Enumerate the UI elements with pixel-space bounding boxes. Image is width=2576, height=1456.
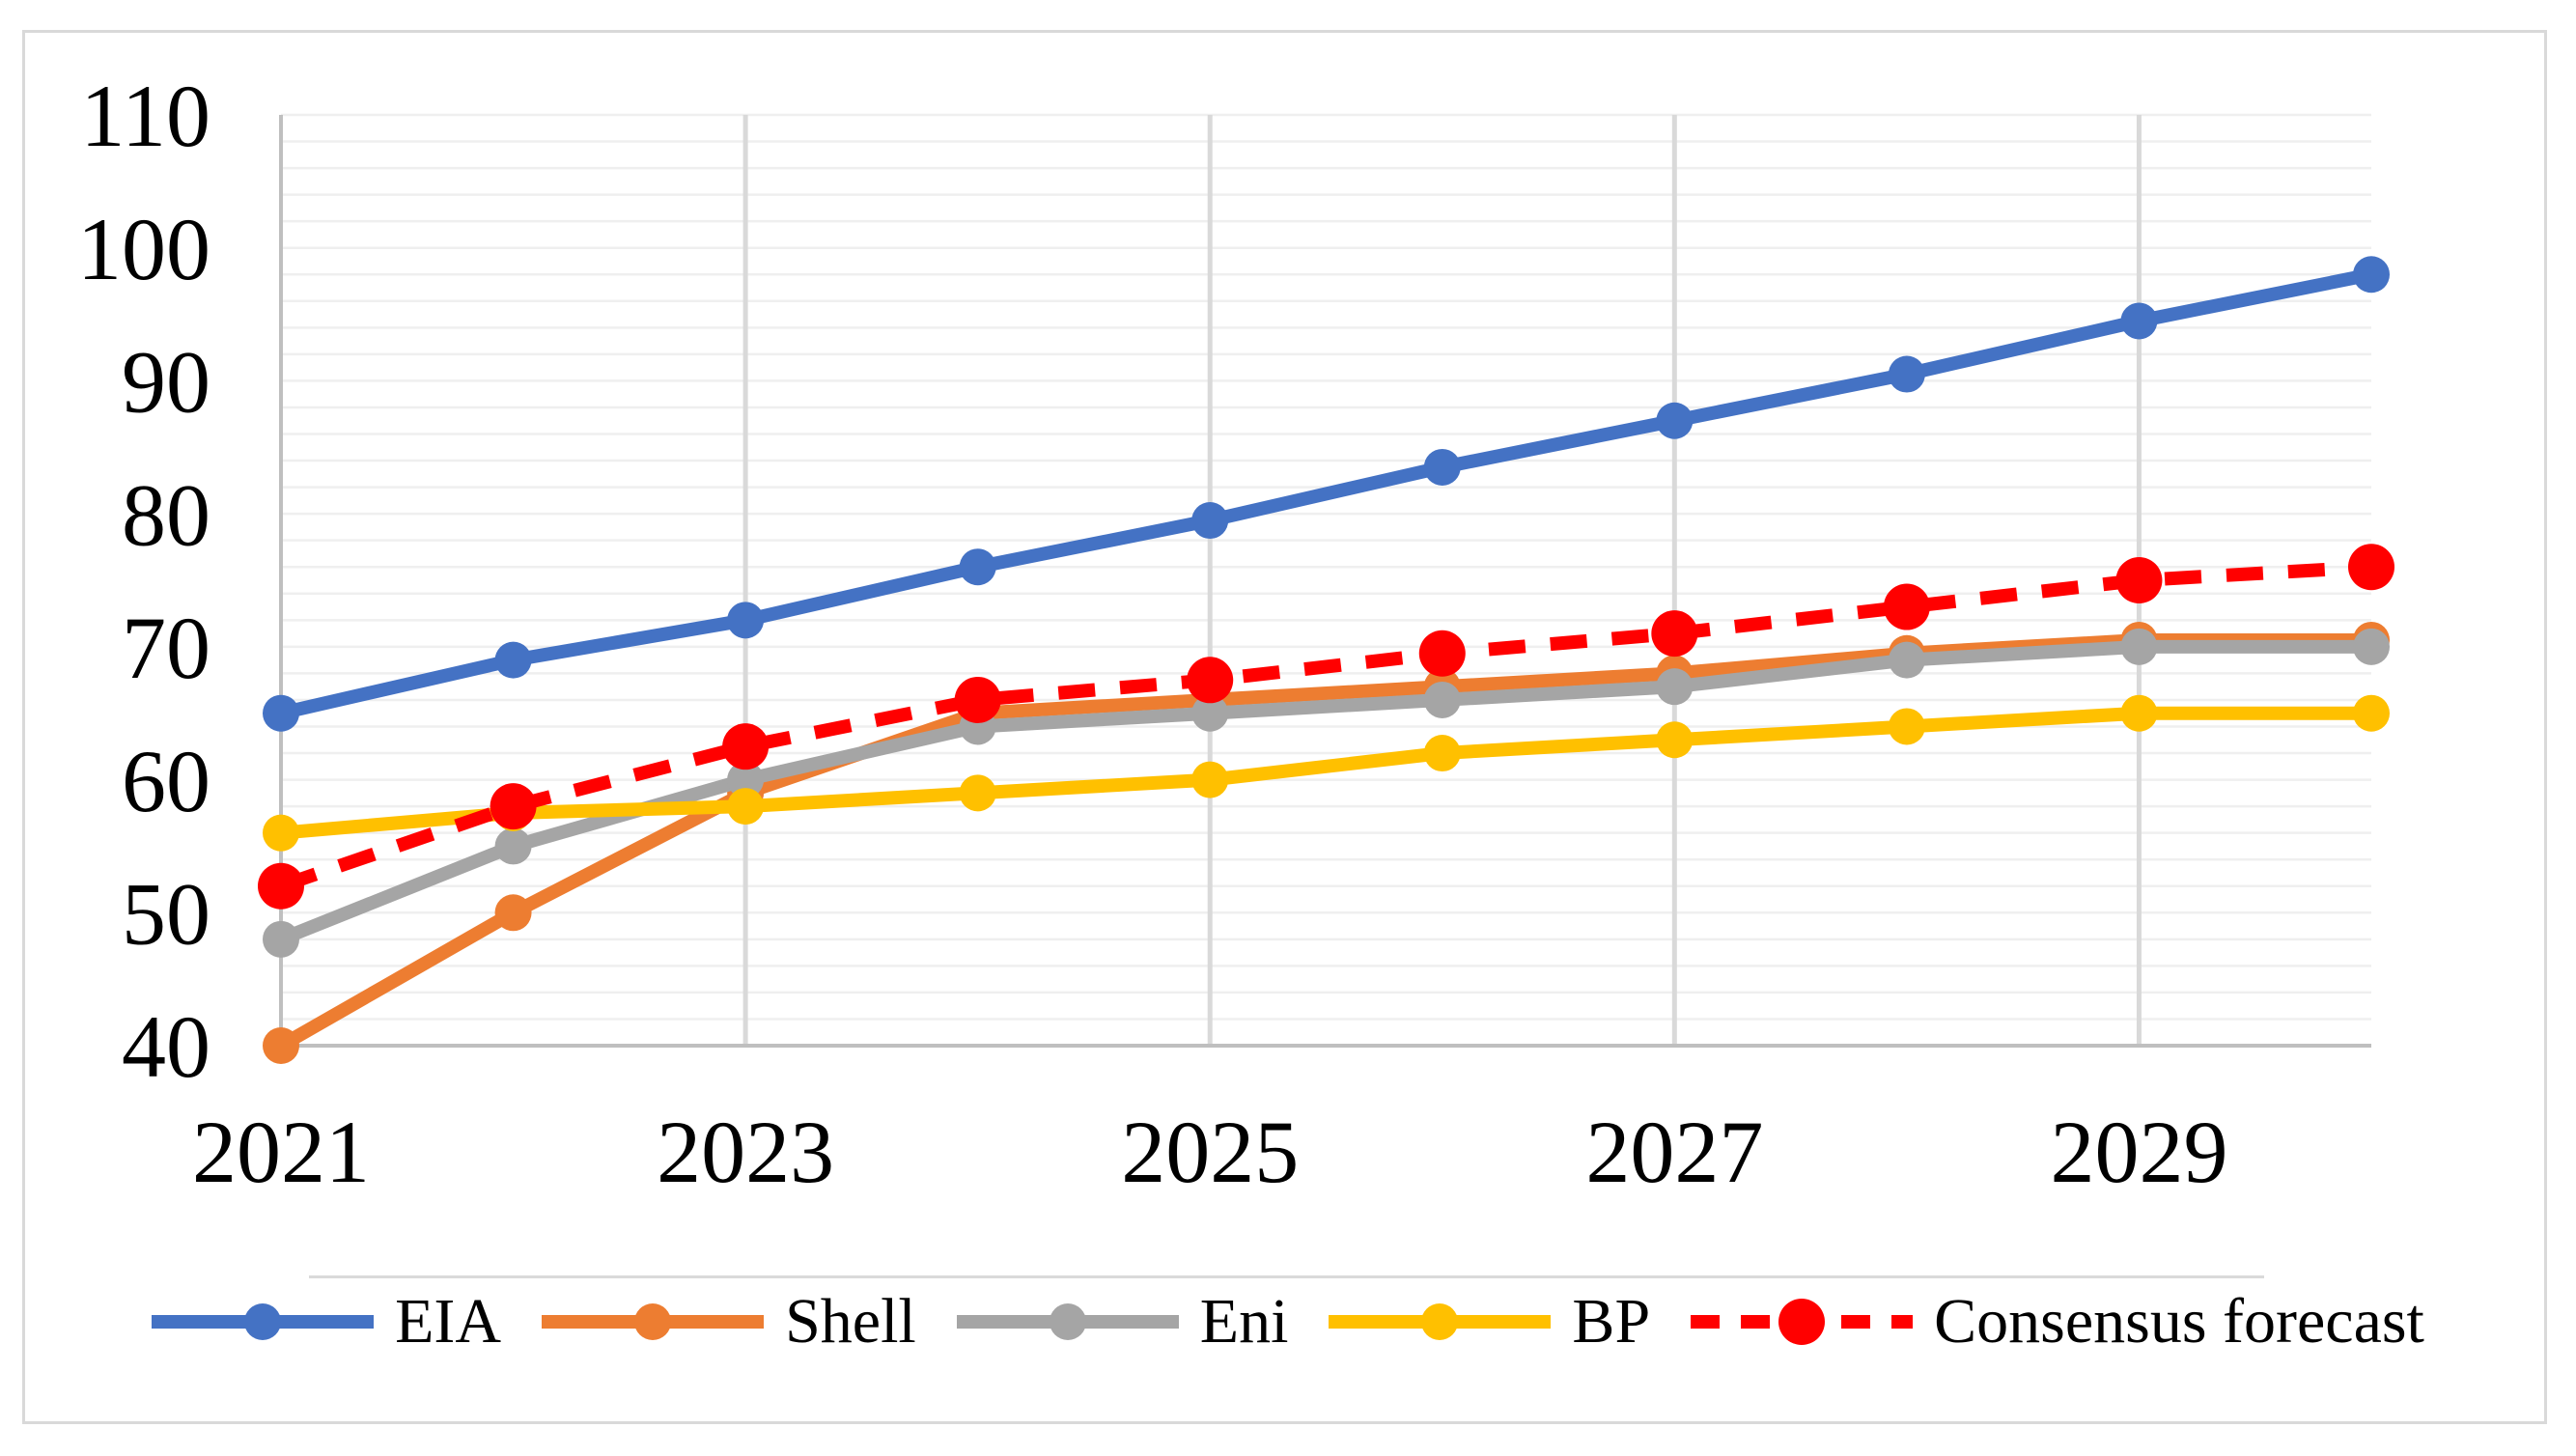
legend-label: Shell <box>785 1286 916 1357</box>
legend-separator-line <box>309 1275 2264 1278</box>
x-tick-label: 2021 <box>192 1103 370 1201</box>
series-marker-eni-2021 <box>263 920 299 958</box>
series-marker-eia-2024 <box>959 548 996 586</box>
legend-item-eni: Eni <box>956 1286 1289 1357</box>
series-marker-eni-2025 <box>1191 694 1229 732</box>
series-marker-consensus-forecast-2025 <box>1187 657 1234 704</box>
y-tick-label: 70 <box>122 599 210 697</box>
legend-marker-icon <box>956 1303 1179 1340</box>
series-marker-bp-2023 <box>727 788 765 826</box>
series-marker-consensus-forecast-2030 <box>2348 544 2394 591</box>
series-marker-bp-2028 <box>1888 708 1925 745</box>
series-marker-consensus-forecast-2022 <box>490 783 537 830</box>
series-marker-eia-2027 <box>1656 402 1694 439</box>
series-marker-shell-2022 <box>494 894 532 932</box>
series-marker-eia-2030 <box>2353 256 2390 294</box>
series-marker-consensus-forecast-2027 <box>1651 610 1698 658</box>
series-marker-eia-2029 <box>2120 302 2158 340</box>
x-tick-label: 2027 <box>1585 1103 1763 1201</box>
y-tick-label: 60 <box>122 732 210 830</box>
series-marker-eia-2026 <box>1423 448 1461 486</box>
y-tick-label: 100 <box>77 200 210 298</box>
series-marker-eni-2030 <box>2353 628 2390 665</box>
series-marker-bp-2029 <box>2120 694 2158 732</box>
legend-marker-icon <box>542 1303 765 1340</box>
series-line-eia <box>274 267 2378 720</box>
legend-label: BP <box>1572 1286 1651 1357</box>
series-marker-consensus-forecast-2028 <box>1883 583 1930 630</box>
x-tick-label: 2023 <box>657 1103 834 1201</box>
chart-legend: EIA Shell Eni BP Consensus forecast <box>0 1290 2576 1354</box>
series-marker-eni-2029 <box>2120 628 2158 665</box>
series-marker-eia-2025 <box>1191 502 1229 540</box>
series-marker-eni-2026 <box>1423 681 1461 718</box>
series-marker-eni-2022 <box>494 827 532 865</box>
legend-marker-icon <box>152 1303 375 1340</box>
legend-item-eia: EIA <box>152 1290 501 1354</box>
series-marker-eni-2027 <box>1656 668 1694 706</box>
y-tick-label: 40 <box>122 997 210 1096</box>
series-marker-consensus-forecast-2026 <box>1418 630 1466 677</box>
legend-label: Consensus forecast <box>1934 1286 2424 1357</box>
legend-item-shell: Shell <box>542 1290 916 1354</box>
series-marker-eia-2022 <box>494 641 532 679</box>
legend-marker-icon <box>1691 1299 1914 1345</box>
series-marker-consensus-forecast-2023 <box>722 723 770 770</box>
series-marker-bp-2026 <box>1423 735 1461 772</box>
x-tick-label: 2025 <box>1121 1103 1299 1201</box>
series-marker-bp-2025 <box>1191 761 1229 798</box>
legend-item-consensus-forecast: Consensus forecast <box>1691 1290 2424 1354</box>
legend-label: Eni <box>1199 1286 1289 1357</box>
series-marker-bp-2024 <box>959 774 996 812</box>
series-marker-consensus-forecast-2024 <box>954 676 1001 723</box>
series-marker-consensus-forecast-2029 <box>2115 557 2163 603</box>
series-marker-eni-2028 <box>1888 641 1925 679</box>
series-line-bp <box>274 706 2378 840</box>
series-marker-shell-2021 <box>263 1027 299 1064</box>
y-tick-label: 110 <box>80 67 210 165</box>
series-line-consensus-forecast <box>278 560 2372 893</box>
y-tick-label: 90 <box>122 333 210 432</box>
series-marker-eia-2028 <box>1888 355 1925 393</box>
series-marker-bp-2021 <box>263 814 299 852</box>
series-marker-bp-2027 <box>1656 721 1694 759</box>
legend-item-bp: BP <box>1329 1290 1650 1354</box>
series-marker-consensus-forecast-2021 <box>258 862 304 910</box>
legend-marker-icon <box>1329 1303 1552 1340</box>
series-marker-eia-2023 <box>727 602 765 639</box>
y-tick-label: 80 <box>122 465 210 564</box>
series-marker-eni-2023 <box>727 761 765 798</box>
x-tick-label: 2029 <box>2050 1103 2227 1201</box>
y-tick-label: 50 <box>122 864 210 963</box>
series-marker-eia-2021 <box>263 694 299 732</box>
series-marker-bp-2030 <box>2353 694 2390 732</box>
legend-label: EIA <box>395 1286 502 1357</box>
